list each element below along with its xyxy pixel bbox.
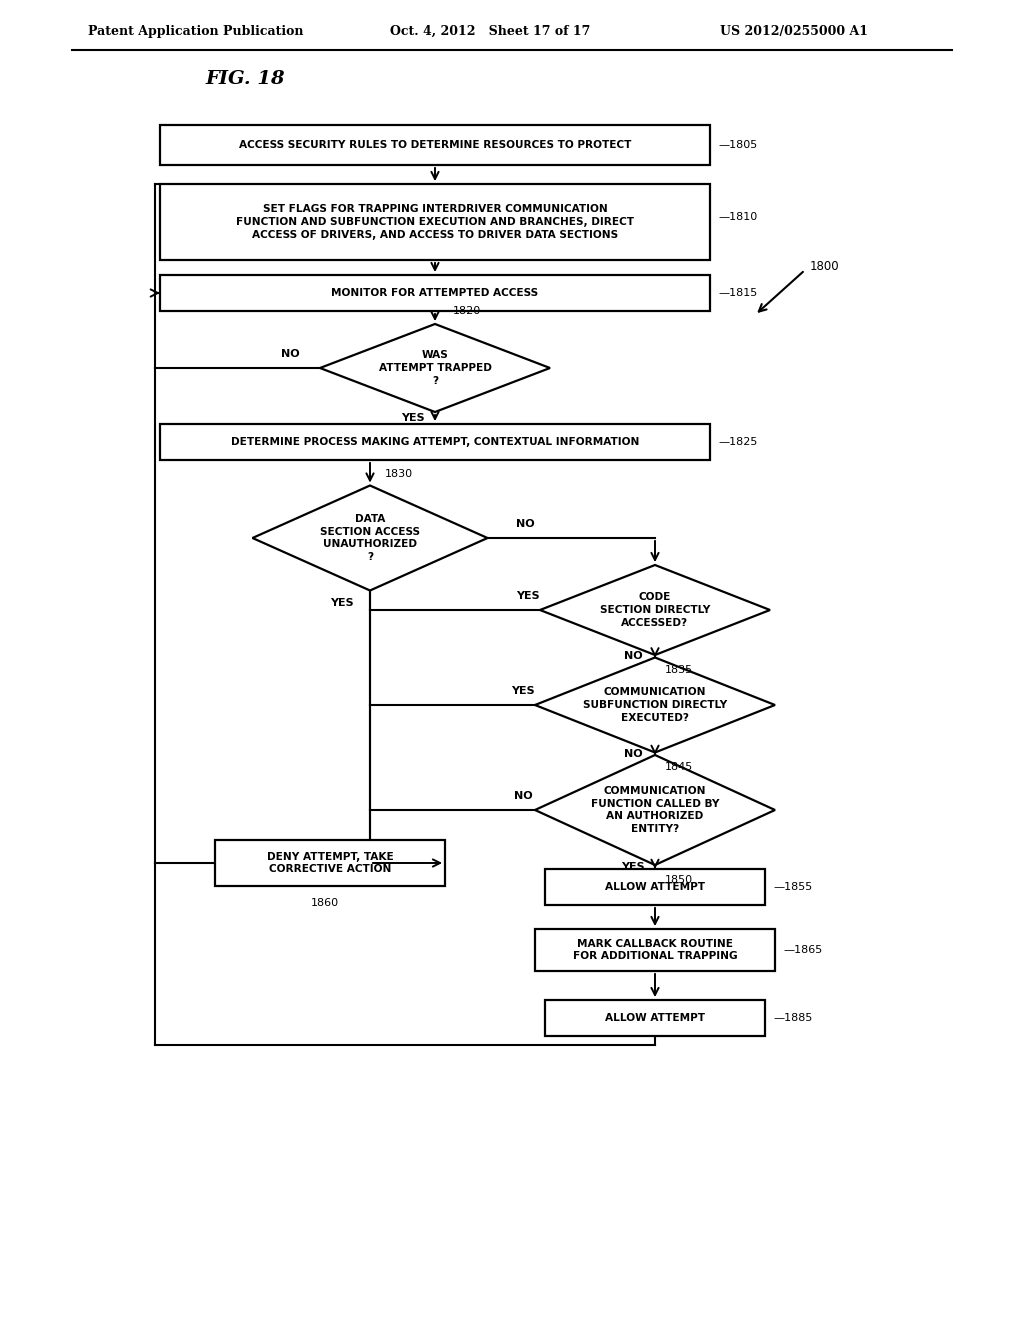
Polygon shape [535, 657, 775, 752]
Text: YES: YES [511, 686, 535, 696]
Polygon shape [319, 323, 550, 412]
Text: DETERMINE PROCESS MAKING ATTEMPT, CONTEXTUAL INFORMATION: DETERMINE PROCESS MAKING ATTEMPT, CONTEX… [230, 437, 639, 447]
Polygon shape [540, 565, 770, 655]
Text: DENY ATTEMPT, TAKE
CORRECTIVE ACTION: DENY ATTEMPT, TAKE CORRECTIVE ACTION [266, 851, 393, 874]
Text: ACCESS SECURITY RULES TO DETERMINE RESOURCES TO PROTECT: ACCESS SECURITY RULES TO DETERMINE RESOU… [239, 140, 631, 150]
Text: YES: YES [330, 598, 354, 607]
Text: —1825: —1825 [718, 437, 758, 447]
Text: Patent Application Publication: Patent Application Publication [88, 25, 303, 38]
FancyBboxPatch shape [535, 929, 775, 972]
Text: —1805: —1805 [718, 140, 758, 150]
Text: US 2012/0255000 A1: US 2012/0255000 A1 [720, 25, 868, 38]
Text: COMMUNICATION
FUNCTION CALLED BY
AN AUTHORIZED
ENTITY?: COMMUNICATION FUNCTION CALLED BY AN AUTH… [591, 785, 719, 834]
Text: FIG. 18: FIG. 18 [205, 70, 285, 88]
Text: ALLOW ATTEMPT: ALLOW ATTEMPT [605, 1012, 705, 1023]
Text: 1800: 1800 [810, 260, 840, 272]
FancyBboxPatch shape [215, 840, 445, 886]
Text: MARK CALLBACK ROUTINE
FOR ADDITIONAL TRAPPING: MARK CALLBACK ROUTINE FOR ADDITIONAL TRA… [572, 939, 737, 961]
FancyBboxPatch shape [160, 275, 710, 312]
FancyBboxPatch shape [160, 183, 710, 260]
Polygon shape [535, 755, 775, 865]
Text: 1850: 1850 [665, 875, 693, 884]
Text: NO: NO [624, 748, 642, 759]
Text: —1885: —1885 [773, 1012, 812, 1023]
Text: —1865: —1865 [783, 945, 822, 954]
Text: 1835: 1835 [665, 665, 693, 675]
Text: 1830: 1830 [385, 470, 413, 479]
FancyBboxPatch shape [160, 424, 710, 459]
FancyBboxPatch shape [545, 1001, 765, 1036]
Text: 1820: 1820 [453, 306, 481, 315]
Text: —1855: —1855 [773, 882, 812, 892]
Text: NO: NO [281, 348, 299, 359]
Text: MONITOR FOR ATTEMPTED ACCESS: MONITOR FOR ATTEMPTED ACCESS [332, 288, 539, 298]
Text: NO: NO [516, 519, 535, 529]
Text: WAS
ATTEMPT TRAPPED
?: WAS ATTEMPT TRAPPED ? [379, 350, 492, 385]
Text: 1845: 1845 [665, 763, 693, 772]
Text: CODE
SECTION DIRECTLY
ACCESSED?: CODE SECTION DIRECTLY ACCESSED? [600, 593, 711, 628]
Text: DATA
SECTION ACCESS
UNAUTHORIZED
?: DATA SECTION ACCESS UNAUTHORIZED ? [319, 513, 420, 562]
FancyBboxPatch shape [545, 869, 765, 906]
Text: 1860: 1860 [311, 898, 339, 908]
Text: NO: NO [514, 791, 532, 801]
Text: —1810: —1810 [718, 213, 758, 222]
Text: SET FLAGS FOR TRAPPING INTERDRIVER COMMUNICATION
FUNCTION AND SUBFUNCTION EXECUT: SET FLAGS FOR TRAPPING INTERDRIVER COMMU… [236, 205, 634, 240]
Polygon shape [253, 486, 487, 590]
FancyBboxPatch shape [160, 125, 710, 165]
Text: YES: YES [516, 591, 540, 601]
Text: YES: YES [622, 862, 645, 873]
Text: Oct. 4, 2012   Sheet 17 of 17: Oct. 4, 2012 Sheet 17 of 17 [390, 25, 591, 38]
Text: COMMUNICATION
SUBFUNCTION DIRECTLY
EXECUTED?: COMMUNICATION SUBFUNCTION DIRECTLY EXECU… [583, 688, 727, 723]
Text: YES: YES [401, 413, 425, 422]
Text: ALLOW ATTEMPT: ALLOW ATTEMPT [605, 882, 705, 892]
Text: —1815: —1815 [718, 288, 758, 298]
Text: NO: NO [624, 651, 642, 661]
